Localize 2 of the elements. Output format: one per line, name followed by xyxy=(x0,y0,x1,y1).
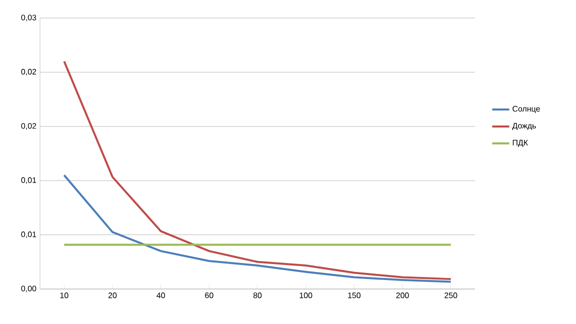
line-series xyxy=(63,60,452,280)
line-series xyxy=(63,174,452,283)
